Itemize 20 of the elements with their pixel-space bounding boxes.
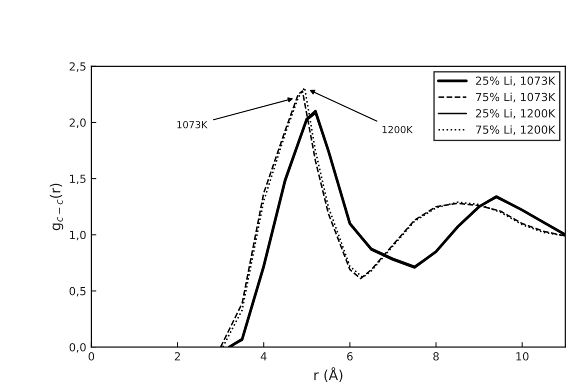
y-tick-label: 0,0 xyxy=(70,343,86,353)
y-axis-title: g$_{c−c}$(r) xyxy=(50,184,64,230)
y-tick-label: 1,5 xyxy=(70,174,86,184)
legend-label: 25% Li, 1073K xyxy=(476,76,556,86)
y-tick-label: 0,5 xyxy=(70,286,86,296)
y-tick-label: 1,0 xyxy=(70,230,86,240)
annotation: 1073K xyxy=(177,120,208,128)
legend-label: 75% Li, 1200K xyxy=(476,125,556,135)
legend-label: 25% Li, 1200K xyxy=(476,108,556,119)
legend-label: 75% Li, 1073K xyxy=(476,92,556,102)
x-tick-label: 8 xyxy=(433,352,439,361)
x-tick-label: 2 xyxy=(174,352,180,360)
annotation: 1200K xyxy=(382,126,413,134)
x-tick-label: 6 xyxy=(347,352,353,361)
x-axis-title: r (Å) xyxy=(314,367,342,382)
x-tick-label: 4 xyxy=(260,352,267,360)
x-tick-label: 0 xyxy=(88,352,94,361)
y-tick-label: 2,5 xyxy=(70,62,86,72)
y-tick-label: 2,0 xyxy=(70,118,86,128)
x-tick-label: 10 xyxy=(516,352,529,361)
